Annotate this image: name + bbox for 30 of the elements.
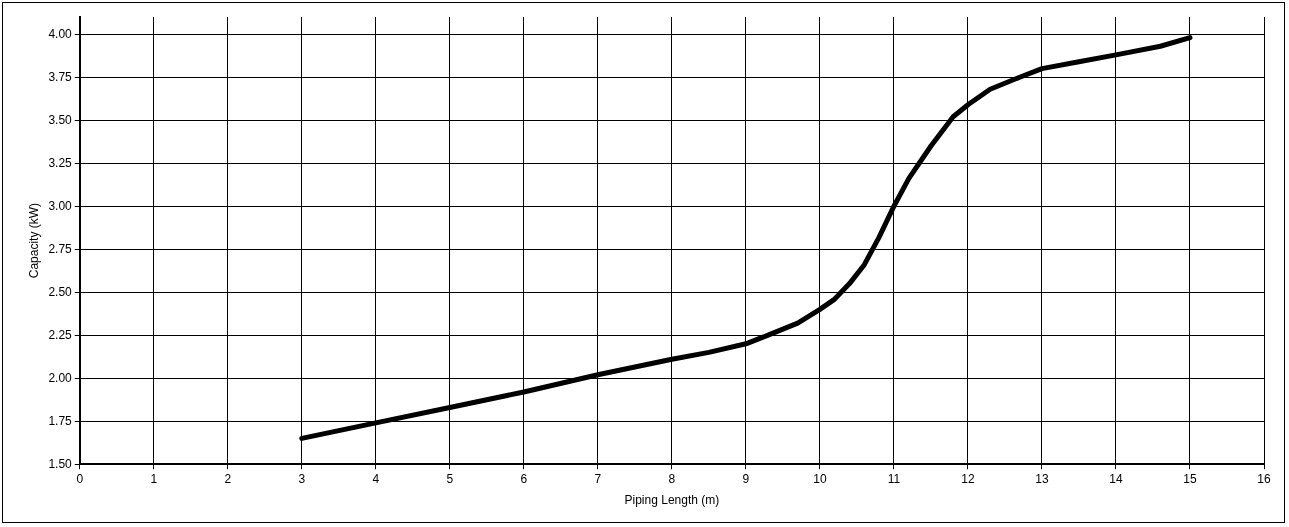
x-tick-label: 9 [742,471,750,486]
y-tick-label: 1.75 [48,413,73,428]
x-tick-label: 14 [1109,471,1123,486]
x-tick-label: 5 [446,471,454,486]
y-tick-label: 2.25 [48,327,73,342]
y-tick-label: 3.00 [48,198,73,213]
x-tick-label: 13 [1035,471,1049,486]
x-tick-label: 10 [813,471,827,486]
x-tick-label: 7 [594,471,602,486]
x-tick-label: 2 [224,471,232,486]
y-tick-label: 3.50 [48,112,73,127]
x-tick-label: 8 [668,471,676,486]
y-tick-label: 3.75 [48,69,73,84]
y-tick-label: 2.00 [48,370,73,385]
x-tick-label: 3 [298,471,306,486]
x-tick-label: 1 [150,471,158,486]
x-tick-label: 11 [887,471,901,486]
x-tick-label: 16 [1257,471,1271,486]
x-tick-label: 6 [520,471,528,486]
y-tick-label: 2.75 [48,241,73,256]
y-tick-label: 4.00 [48,26,73,41]
y-axis-title: Capacity (kW) [26,202,41,279]
x-axis-title: Piping Length (m) [624,493,720,508]
y-tick-label: 2.50 [48,284,73,299]
x-tick-label: 15 [1183,471,1197,486]
y-tick-label: 1.50 [48,456,73,471]
x-tick-label: 0 [76,471,84,486]
y-tick-label: 3.25 [48,155,73,170]
x-tick-label: 4 [372,471,380,486]
x-tick-label: 12 [961,471,975,486]
